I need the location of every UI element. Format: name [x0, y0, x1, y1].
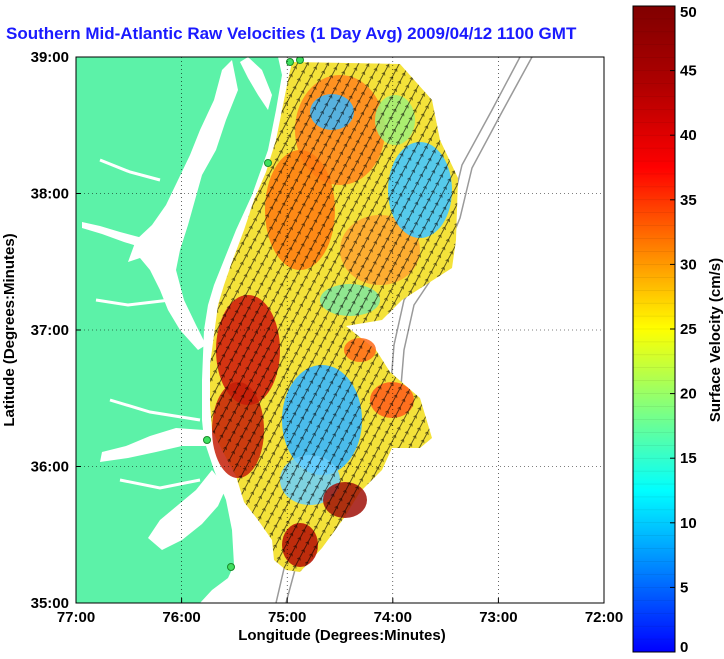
- map-layers: [76, 57, 533, 603]
- colorbar: [633, 6, 675, 652]
- y-tick-label: 39:00: [31, 49, 69, 66]
- colorbar-tick-label: 40: [680, 127, 697, 144]
- colorbar-label: Surface Velocity (cm/s): [707, 258, 724, 422]
- x-tick-label: 74:00: [374, 609, 412, 626]
- colorbar-tick-label: 15: [680, 450, 697, 467]
- y-tick-label: 35:00: [31, 595, 69, 612]
- colorbar-tick-label: 50: [680, 4, 697, 21]
- y-tick-label: 37:00: [31, 322, 69, 339]
- colorbar-tick-label: 25: [680, 321, 697, 338]
- x-tick-label: 72:00: [585, 609, 623, 626]
- map-title: Southern Mid-Atlantic Raw Velocities (1 …: [6, 24, 577, 43]
- colorbar-bands: [633, 18, 675, 640]
- radar-site-marker: [296, 57, 304, 64]
- x-axis-label: Longitude (Degrees:Minutes): [238, 627, 446, 644]
- x-tick-label: 73:00: [479, 609, 517, 626]
- chesapeake-bay: [128, 60, 238, 350]
- colorbar-tick-label: 30: [680, 256, 697, 273]
- axis-ticks: 77:00 76:00 75:00 74:00 73:00 72:00 35:00 36:00…: [31, 49, 624, 626]
- colorbar-tick-label: 0: [680, 639, 688, 656]
- y-tick-label: 38:00: [31, 186, 69, 203]
- tidal-rivers: [95, 158, 201, 490]
- delaware-bay: [240, 57, 272, 110]
- velocity-vectors: [210, 62, 458, 572]
- land: [76, 57, 282, 603]
- albemarle-sound: [100, 428, 206, 462]
- radar-site-marker: [264, 159, 272, 167]
- colorbar-tick-label: 45: [680, 63, 697, 80]
- potomac-river: [82, 222, 180, 258]
- y-axis-label: Latitude (Degrees:Minutes): [1, 233, 18, 426]
- colorbar-tick-label: 5: [680, 579, 688, 596]
- pamlico-sound: [148, 470, 226, 550]
- colorbar-tick-label: 10: [680, 515, 697, 532]
- colorbar-ticks: 0 5 10 15 20 25 30 35 40 45 50: [670, 4, 697, 656]
- colorbar-tick-label: 20: [680, 386, 697, 403]
- x-tick-label: 76:00: [162, 609, 200, 626]
- radar-site-marker: [203, 436, 211, 444]
- radar-site-marker: [286, 58, 294, 66]
- x-tick-label: 75:00: [268, 609, 306, 626]
- y-tick-label: 36:00: [31, 459, 69, 476]
- colorbar-tick-label: 35: [680, 192, 697, 209]
- radar-site-marker: [227, 563, 235, 571]
- x-tick-label: 77:00: [57, 609, 95, 626]
